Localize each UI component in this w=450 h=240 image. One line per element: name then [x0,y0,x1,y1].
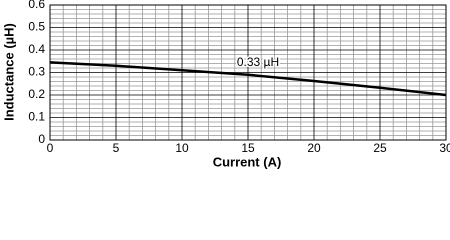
chart: Current (A) Inductance (µH) 0 0.1 0.2 0.3 0.… [1,0,450,169]
y-tick-label: 0.2 [28,87,45,101]
x-tick-label: 30 [439,141,450,155]
x-tick-label: 5 [113,141,120,155]
x-tick-label: 25 [373,141,387,155]
x-tick-label: 15 [241,141,255,155]
x-axis-label: Current (A) [213,154,282,169]
plot-border [49,4,447,141]
annotation: 0.33 µH [237,55,279,69]
x-tick-label: 20 [307,141,321,155]
y-axis-label: Inductance (µH) [1,23,16,121]
y-tick-label: 0.4 [28,42,45,56]
y-tick-label: 0.5 [28,20,45,34]
y-tick-label: 0.6 [28,0,45,11]
y-tick-label: 0 [38,132,45,146]
line [49,61,447,97]
x-tick-label: 0 [47,141,54,155]
x-tick-label: 10 [175,141,189,155]
page: Current (A) Inductance (µH) 0 0.1 0.2 0.3 0.… [1,0,450,170]
y-tick-label: 0.1 [28,110,45,124]
y-tick-label: 0.3 [28,65,45,79]
